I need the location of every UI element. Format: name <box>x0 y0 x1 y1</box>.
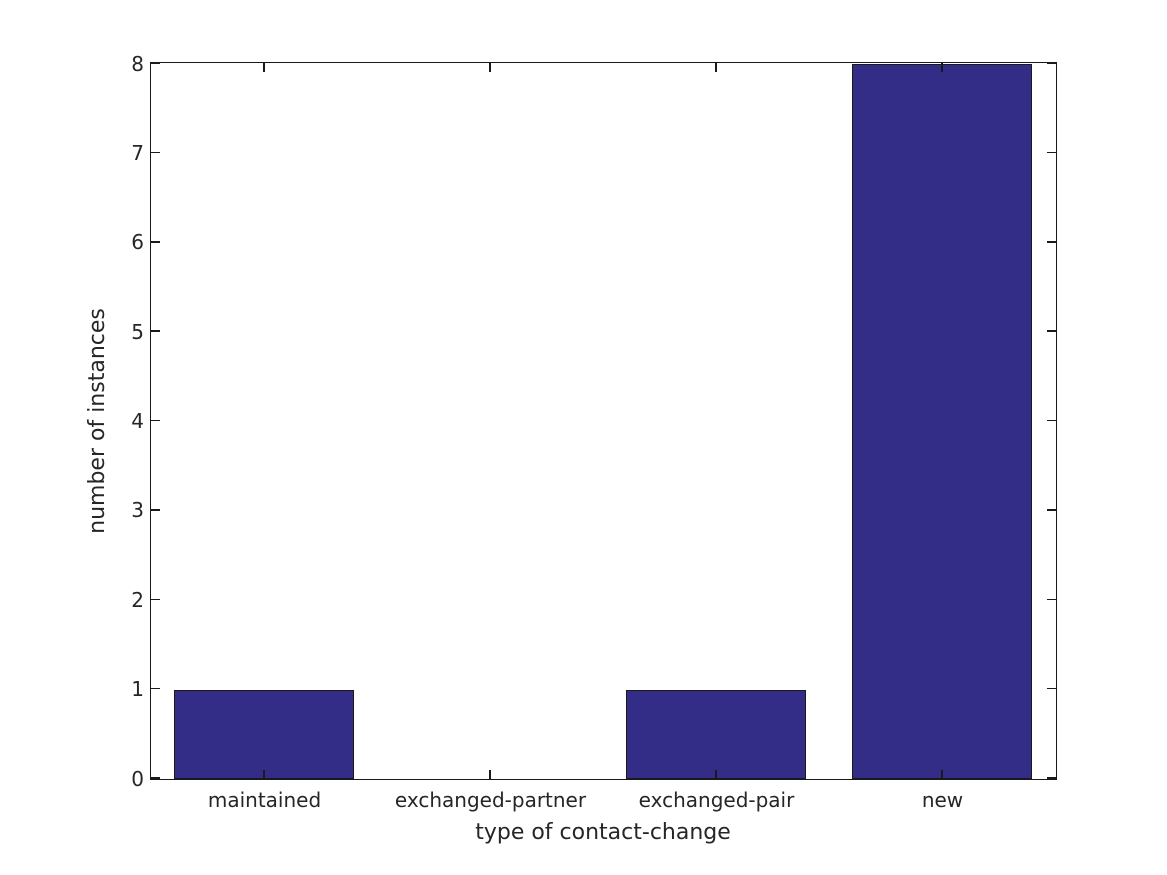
y-tick-mark-right <box>1047 330 1056 332</box>
x-tick-label: exchanged-pair <box>638 788 795 812</box>
bar-maintained <box>173 689 355 779</box>
y-tick-mark-right <box>1047 687 1056 690</box>
plot-area <box>150 62 1057 780</box>
x-tick-mark-top <box>263 63 265 72</box>
y-tick-label: 0 <box>131 766 144 791</box>
y-tick-label: 1 <box>131 677 144 702</box>
x-tick-mark-top <box>489 63 491 72</box>
x-tick-mark-bottom <box>715 770 717 779</box>
y-tick-label: 6 <box>131 230 144 255</box>
bar-exchanged-pair <box>625 689 807 779</box>
x-tick-mark-bottom <box>941 770 943 779</box>
y-tick-label: 3 <box>131 498 144 523</box>
x-tick-label: maintained <box>207 788 322 812</box>
y-tick-mark-right <box>1047 777 1056 779</box>
y-tick-label: 8 <box>131 51 144 76</box>
y-tick-mark-right <box>1047 509 1056 511</box>
y-tick-mark-left <box>151 777 160 779</box>
y-tick-label: 2 <box>131 587 144 612</box>
y-tick-mark-right <box>1047 419 1056 422</box>
x-tick-label: exchanged-partner <box>394 788 587 812</box>
y-tick-label: 7 <box>131 140 144 165</box>
y-tick-mark-left <box>151 419 160 422</box>
x-tick-mark-bottom <box>263 770 265 779</box>
x-tick-mark-top <box>715 63 717 72</box>
y-tick-mark-right <box>1047 151 1056 154</box>
x-tick-mark-bottom <box>489 770 491 779</box>
y-tick-mark-right <box>1047 62 1056 64</box>
y-tick-mark-right <box>1047 241 1056 243</box>
y-tick-mark-left <box>151 687 160 690</box>
y-tick-mark-left <box>151 62 160 64</box>
y-tick-mark-right <box>1047 598 1056 600</box>
bar-new <box>851 64 1033 779</box>
y-tick-mark-left <box>151 509 160 511</box>
y-tick-label: 4 <box>131 409 144 433</box>
y-tick-label: 5 <box>131 319 144 344</box>
x-tick-mark-top <box>941 63 943 72</box>
y-tick-mark-left <box>151 151 160 154</box>
x-axis-label: type of contact-change <box>475 820 731 845</box>
y-tick-mark-left <box>151 330 160 332</box>
x-tick-label: new <box>921 788 964 812</box>
y-tick-mark-left <box>151 241 160 243</box>
y-tick-mark-left <box>151 598 160 600</box>
